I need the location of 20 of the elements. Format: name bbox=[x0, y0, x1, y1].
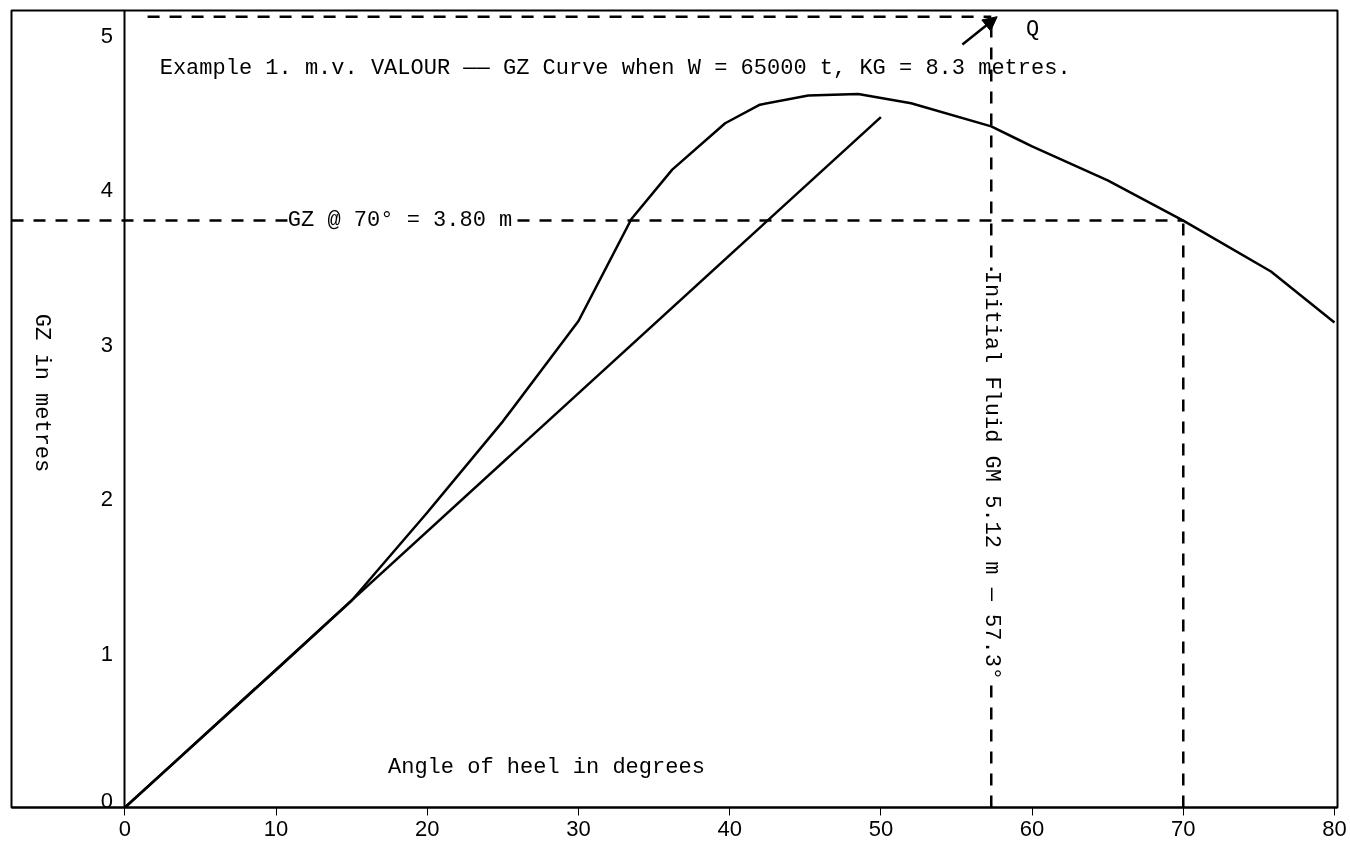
x-tick-label: 0 bbox=[118, 815, 132, 841]
y-tick-label: 1 bbox=[100, 640, 113, 666]
annotation: Initial Fluid GM 5.12 m — 57.3° bbox=[978, 270, 1004, 681]
x-tick-label: 30 bbox=[566, 815, 591, 841]
y-axis-title: GZ in metres bbox=[29, 313, 55, 473]
x-tick-label: 50 bbox=[868, 815, 894, 841]
y-tick-label: 5 bbox=[100, 22, 113, 48]
y-tick-label: 3 bbox=[100, 331, 113, 357]
x-tick-label: 60 bbox=[1019, 815, 1045, 841]
y-tick-label: 2 bbox=[100, 486, 113, 512]
x-tick-label: 20 bbox=[415, 815, 440, 841]
x-tick-label: 10 bbox=[263, 815, 289, 841]
x-tick-label: 70 bbox=[1171, 815, 1196, 841]
annotation: GZ @ 70° = 3.80 m bbox=[287, 208, 513, 234]
text: Example 1. m.v. VALOUR —— GZ Curve when W = 65000 t, KG = 8.3 metres. bbox=[159, 56, 1071, 82]
x-tick-label: 40 bbox=[717, 815, 742, 841]
x-axis-title: Angle of heel in degrees bbox=[387, 754, 705, 780]
x-tick-label: 80 bbox=[1322, 815, 1347, 841]
annotation: Q bbox=[1025, 16, 1040, 42]
y-tick-label: 4 bbox=[100, 177, 113, 203]
